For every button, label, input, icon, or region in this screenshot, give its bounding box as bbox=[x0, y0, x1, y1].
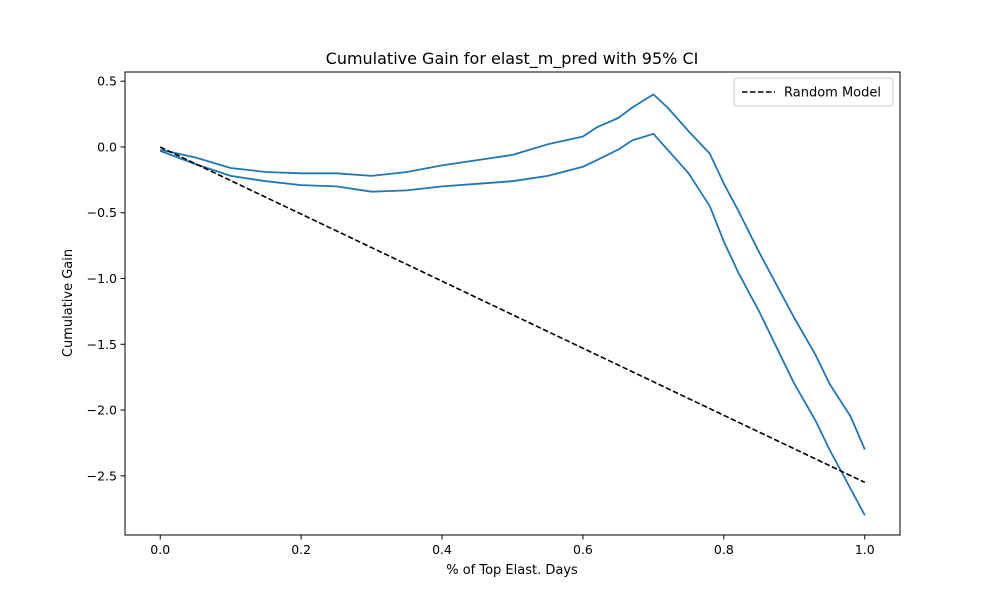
y-axis-label: Cumulative Gain bbox=[61, 249, 76, 357]
x-tick-label: 0.6 bbox=[573, 542, 593, 557]
x-tick-label: 1.0 bbox=[855, 542, 875, 557]
x-tick-label: 0.2 bbox=[291, 542, 311, 557]
y-tick-label: −1.0 bbox=[87, 271, 117, 286]
y-tick-label: −0.5 bbox=[87, 205, 117, 220]
y-tick-label: −2.5 bbox=[87, 468, 117, 483]
series-layer bbox=[159, 93, 866, 516]
chart-title: Cumulative Gain for elast_m_pred with 95… bbox=[326, 49, 699, 69]
y-tick-label: 0.0 bbox=[97, 139, 117, 154]
plot-frame bbox=[124, 71, 901, 536]
legend-box bbox=[733, 77, 894, 107]
legend: Random Model bbox=[733, 77, 894, 107]
ci-upper-line bbox=[160, 93, 866, 450]
y-tick-label: −1.5 bbox=[87, 337, 117, 352]
y-tick-label: −2.0 bbox=[87, 403, 117, 418]
legend-random-model-label: Random Model bbox=[784, 86, 881, 101]
random-model-line bbox=[159, 146, 866, 484]
y-axis: 0.5 0.0 −0.5 −1.0 −1.5 −2.0 −2.5 bbox=[87, 74, 125, 483]
x-axis: 0.0 0.2 0.4 0.6 0.8 1.0 bbox=[150, 535, 875, 557]
ci-lower-line bbox=[159, 132, 866, 516]
x-tick-label: 0.4 bbox=[432, 542, 452, 557]
x-tick-label: 0.8 bbox=[714, 542, 734, 557]
x-axis-label: % of Top Elast. Days bbox=[446, 563, 578, 578]
y-tick-label: 0.5 bbox=[97, 74, 117, 89]
x-tick-label: 0.0 bbox=[150, 542, 170, 557]
